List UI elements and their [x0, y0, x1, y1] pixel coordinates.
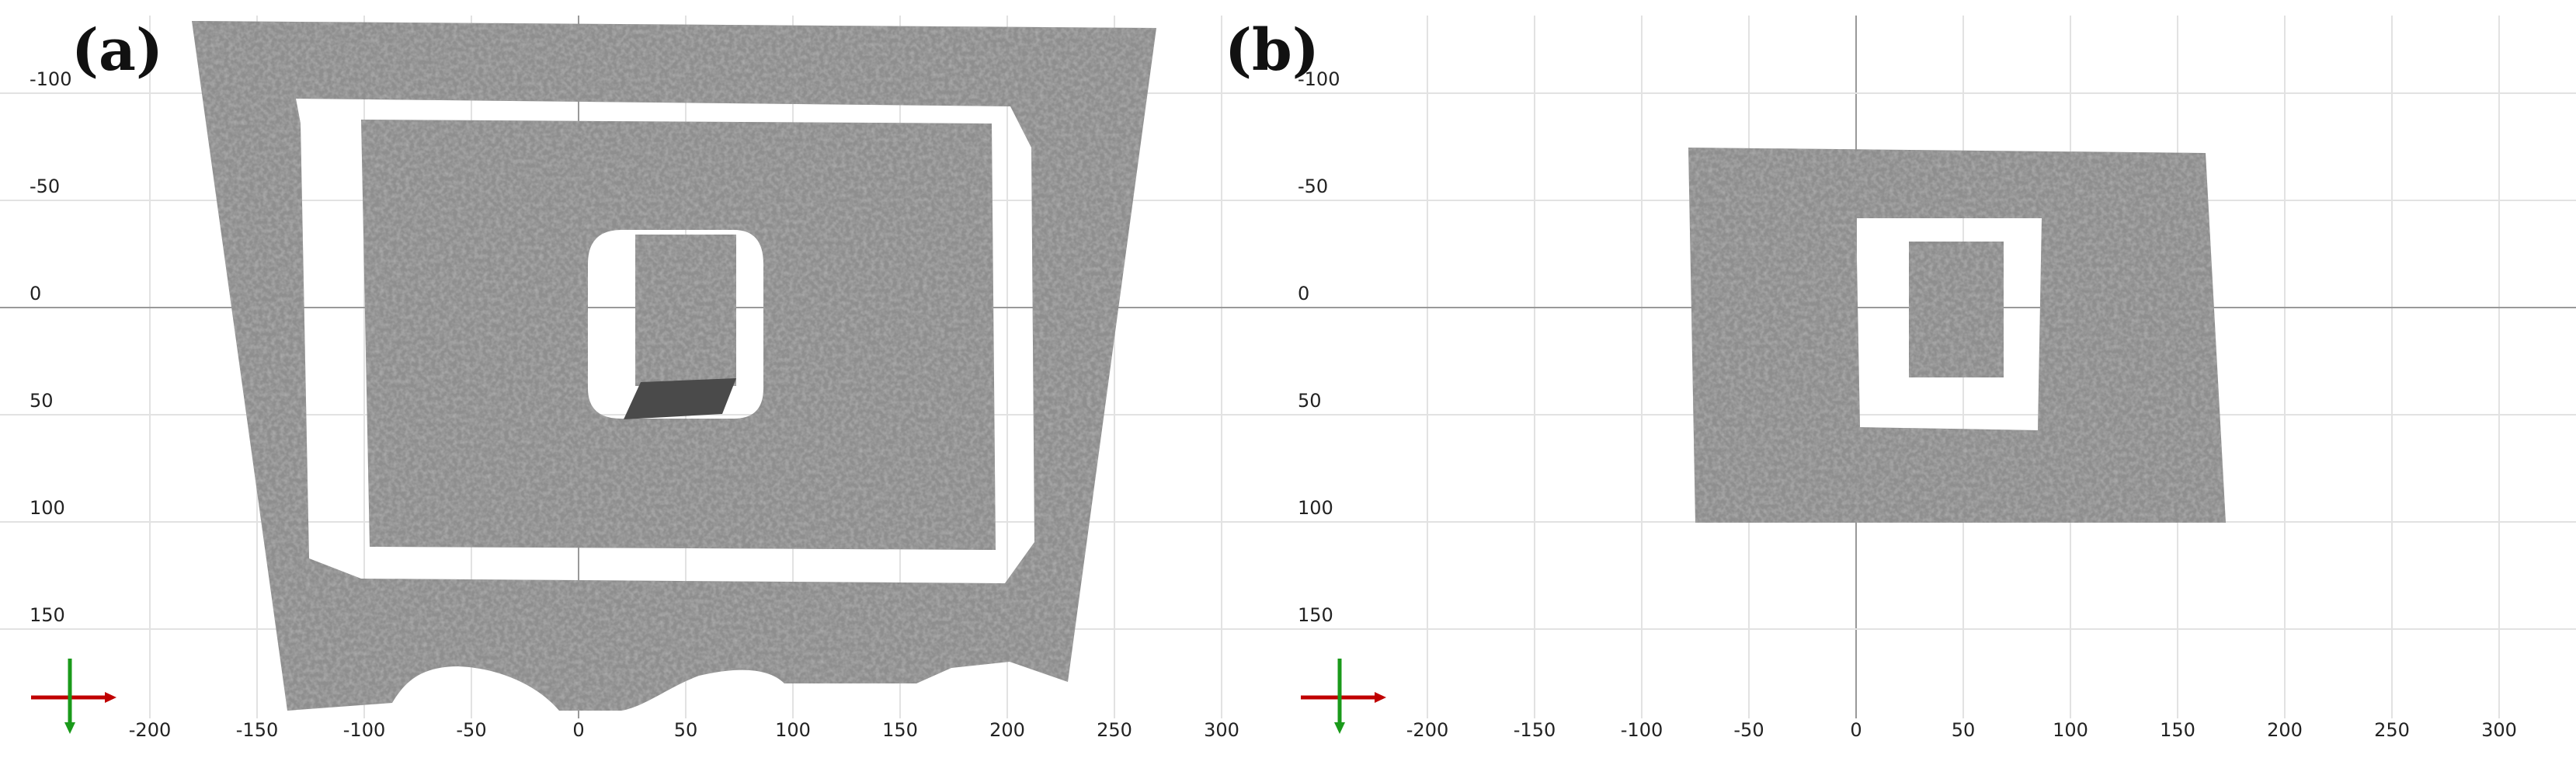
y-tick-label: -100 — [30, 68, 71, 90]
mesh-shadow — [624, 378, 736, 419]
x-tick-label: 0 — [572, 719, 584, 741]
y-tick-label: 50 — [1298, 390, 1322, 412]
labels: -200 -150 -100 -50 0 50 100 150 200 250 300 -100 -50… — [30, 17, 2517, 741]
y-tick-label: 150 — [1298, 604, 1333, 626]
y-tick-label: -50 — [1298, 176, 1328, 197]
y-tick-label: 100 — [1298, 497, 1333, 519]
x-tick-label: 100 — [2053, 719, 2088, 741]
x-tick-label: -150 — [236, 719, 278, 741]
x-tick-label: 50 — [674, 719, 698, 741]
panel-label: (b) — [1225, 17, 1319, 84]
x-tick-label: -200 — [129, 719, 171, 741]
mesh-b — [1688, 148, 2226, 523]
x-tick-label: 150 — [882, 719, 918, 741]
x-tick-label: 0 — [1850, 719, 1862, 741]
axis-triad-b — [1301, 659, 1386, 734]
y-tick-label: 0 — [30, 283, 41, 304]
mesh-plate — [1688, 148, 2226, 523]
x-tick-label: 250 — [2374, 719, 2410, 741]
x-tick-label: -100 — [1621, 719, 1663, 741]
x-tick-label: 150 — [2160, 719, 2195, 741]
x-tick-label: 200 — [2267, 719, 2303, 741]
x-tick-label: 300 — [2481, 719, 2517, 741]
y-tick-label: 0 — [1298, 283, 1309, 304]
x-tick-label: -50 — [1733, 719, 1764, 741]
y-tick-label: -100 — [1298, 68, 1340, 90]
x-tick-label: -150 — [1514, 719, 1556, 741]
y-tick-label: 150 — [30, 604, 65, 626]
mesh-core — [635, 235, 736, 386]
x-tick-label: 50 — [1952, 719, 1976, 741]
mesh-a — [192, 21, 1156, 711]
panel-label: (a) — [71, 17, 163, 84]
x-tick-label: -50 — [456, 719, 486, 741]
y-tick-label: -50 — [30, 176, 60, 197]
axis-triad-a — [31, 659, 116, 734]
mesh-core — [1909, 242, 2004, 377]
x-tick-label: -200 — [1406, 719, 1448, 741]
x-tick-label: 250 — [1097, 719, 1132, 741]
y-tick-label: 100 — [30, 497, 65, 519]
x-tick-label: 300 — [1204, 719, 1239, 741]
mesh-inner — [361, 120, 996, 550]
mesh-frame — [192, 21, 1156, 711]
x-tick-label: 200 — [989, 719, 1025, 741]
x-tick-label: 100 — [775, 719, 811, 741]
x-tick-label: -100 — [343, 719, 385, 741]
y-tick-label: 50 — [30, 390, 54, 412]
